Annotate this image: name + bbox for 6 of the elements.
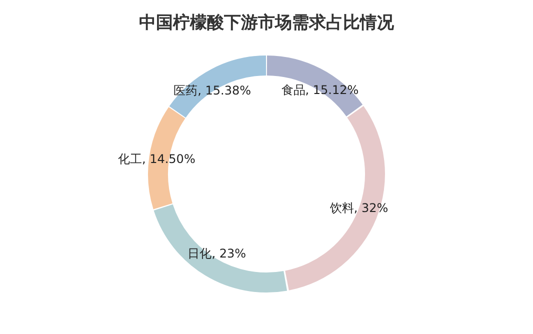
slice-label: 日化, 23% bbox=[188, 246, 246, 260]
slice-label: 医药, 15.38% bbox=[174, 83, 252, 98]
slice-label: 饮料, 32% bbox=[328, 201, 388, 216]
chart-title: 中国柠檬酸下游市场需求占比情况 bbox=[138, 12, 395, 35]
slice-label: 食品, 15.12% bbox=[281, 82, 359, 97]
slice-label: 化工, 14.50% bbox=[118, 152, 196, 166]
